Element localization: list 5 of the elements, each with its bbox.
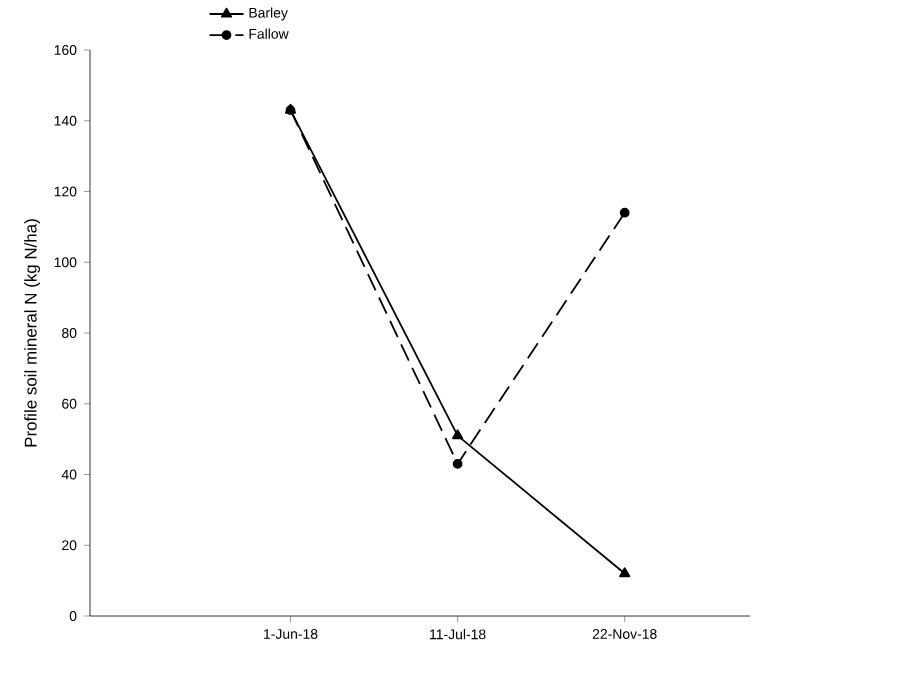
y-axis-title: Profile soil mineral N (kg N/ha) — [24, 219, 40, 447]
point — [619, 567, 631, 578]
point — [619, 207, 630, 218]
point — [452, 429, 464, 440]
point — [452, 459, 463, 469]
